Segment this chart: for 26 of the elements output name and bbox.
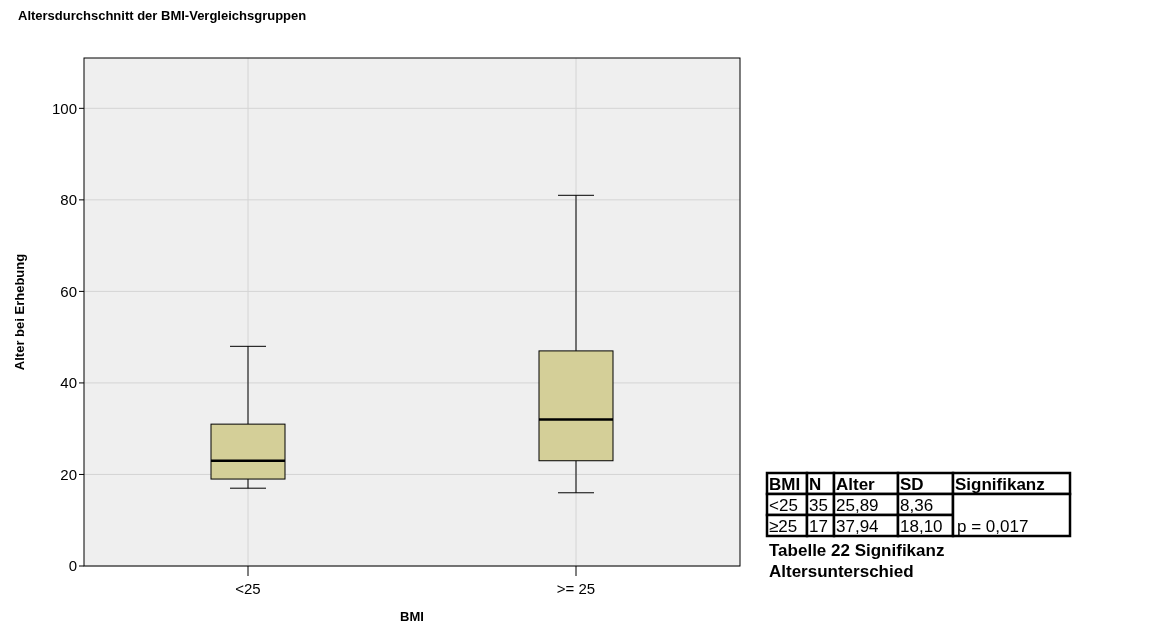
text: Altersunterschied xyxy=(769,562,914,581)
text: ≥25 xyxy=(769,517,798,536)
y-tick-label: 80 xyxy=(60,191,77,209)
y-axis-title: Alter bei Erhebung xyxy=(12,253,27,371)
text: Tabelle 22 Signifikanz xyxy=(769,541,945,560)
y-tick-label: 60 xyxy=(60,282,77,300)
text: 17 xyxy=(809,517,828,536)
y-tick-label: 20 xyxy=(60,465,77,483)
y-tick-label: 40 xyxy=(60,374,77,392)
category-label: Signifikanz xyxy=(955,475,1045,494)
y-tick-label: 100 xyxy=(51,99,77,117)
category-label: Alter xyxy=(836,475,876,494)
text: 8,36 xyxy=(900,496,934,515)
text: 18,10 xyxy=(900,517,943,536)
x-axis-title: BMI xyxy=(400,609,424,624)
chart-title: Altersdurchschnitt der BMI-Vergleichsgruppen xyxy=(18,8,307,23)
y-tick-label: 0 xyxy=(68,557,77,575)
text: p = 0,017 xyxy=(957,517,1029,536)
category-label: SD xyxy=(900,475,924,494)
category-label: N xyxy=(809,475,822,494)
text: 37,94 xyxy=(836,517,879,536)
text: <25 xyxy=(769,496,798,515)
text: 35 xyxy=(809,496,828,515)
x-tick-label: >= 25 xyxy=(556,580,596,597)
text: 25,89 xyxy=(836,496,879,515)
category-label: BMI xyxy=(769,475,801,494)
